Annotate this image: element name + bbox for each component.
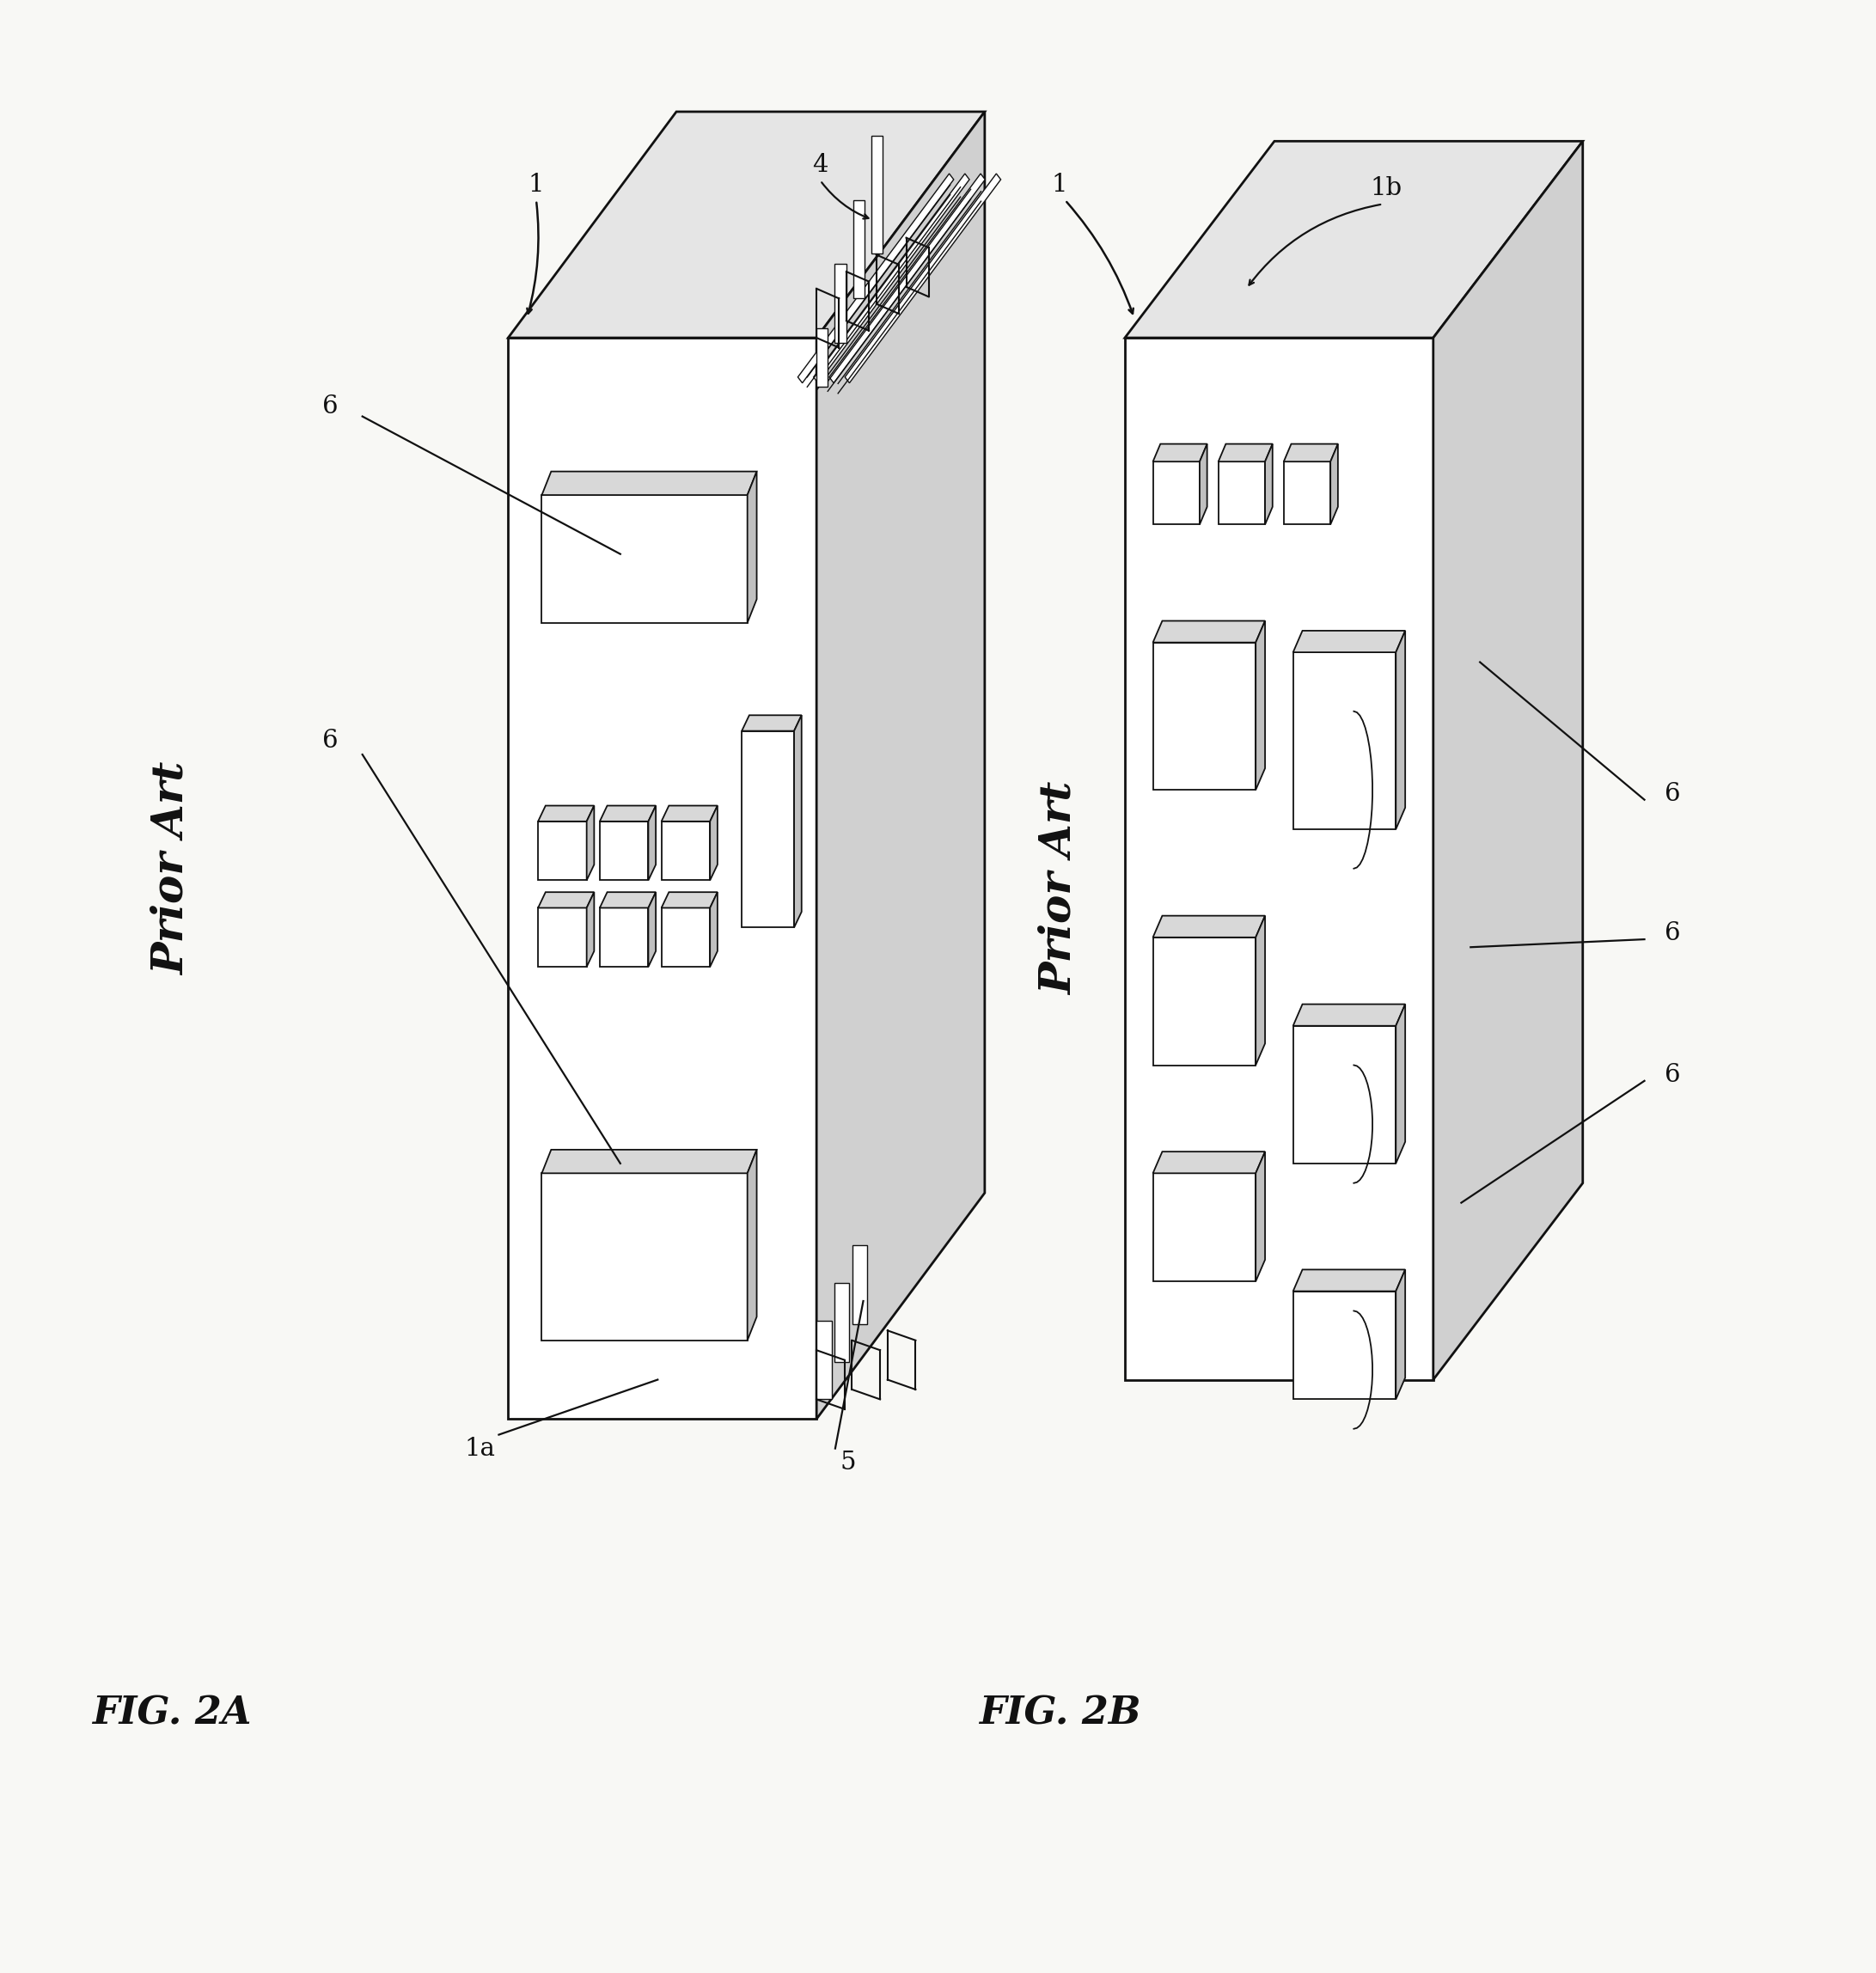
Polygon shape [1293,1004,1405,1026]
Polygon shape [1218,462,1264,525]
Text: 6: 6 [1664,781,1681,805]
Text: FIG. 2A: FIG. 2A [92,1695,251,1732]
Polygon shape [709,805,717,880]
Polygon shape [1293,653,1396,829]
Polygon shape [1126,142,1583,337]
Polygon shape [1199,444,1206,525]
Polygon shape [741,716,801,730]
Polygon shape [1255,915,1264,1065]
Polygon shape [1154,937,1255,1065]
Polygon shape [835,1282,850,1361]
Polygon shape [542,1174,747,1340]
Polygon shape [1264,444,1272,525]
Polygon shape [794,716,801,927]
Polygon shape [542,495,747,623]
Polygon shape [1330,444,1338,525]
Polygon shape [1396,1004,1405,1164]
Polygon shape [814,174,970,383]
Polygon shape [1255,1152,1264,1280]
Text: 1: 1 [1052,172,1067,197]
Polygon shape [1293,1269,1405,1290]
Polygon shape [542,1150,756,1174]
Polygon shape [649,805,657,880]
Polygon shape [1396,1269,1405,1399]
Polygon shape [1154,444,1206,462]
Polygon shape [538,805,595,821]
Polygon shape [1126,337,1433,1379]
Polygon shape [587,892,595,967]
Polygon shape [741,730,794,927]
Polygon shape [1293,631,1405,653]
Text: 6: 6 [1664,921,1681,945]
Polygon shape [747,1150,756,1340]
Polygon shape [649,892,657,967]
Polygon shape [508,337,816,1419]
Polygon shape [852,1245,867,1324]
Polygon shape [1154,1174,1255,1280]
Polygon shape [662,908,709,967]
Polygon shape [816,1320,831,1399]
Text: Prior Art: Prior Art [1039,781,1081,994]
Polygon shape [538,892,595,908]
Text: 6: 6 [323,395,340,418]
Text: 4: 4 [812,152,827,178]
Polygon shape [797,174,953,383]
Text: 6: 6 [323,728,340,754]
Polygon shape [538,821,587,880]
Polygon shape [1293,1026,1396,1164]
Polygon shape [1255,621,1264,789]
Polygon shape [1154,915,1264,937]
Polygon shape [829,174,985,383]
Polygon shape [835,264,846,343]
Polygon shape [662,892,717,908]
Polygon shape [747,472,756,623]
Text: Prior Art: Prior Art [150,762,193,975]
Polygon shape [587,805,595,880]
Polygon shape [1218,444,1272,462]
Polygon shape [542,472,756,495]
Polygon shape [844,174,1000,383]
Text: 1a: 1a [465,1436,495,1460]
Polygon shape [816,328,827,387]
Polygon shape [816,112,985,1419]
Polygon shape [709,892,717,967]
Text: 1b: 1b [1371,176,1403,201]
Polygon shape [1154,643,1255,789]
Text: FIG. 2B: FIG. 2B [979,1695,1141,1732]
Polygon shape [872,136,884,255]
Text: 6: 6 [1664,1063,1681,1087]
Polygon shape [1283,444,1338,462]
Polygon shape [1154,462,1199,525]
Polygon shape [1396,631,1405,829]
Text: 5: 5 [840,1450,855,1474]
Polygon shape [1293,1290,1396,1399]
Polygon shape [508,112,985,337]
Polygon shape [854,199,865,298]
Polygon shape [600,805,657,821]
Polygon shape [662,821,709,880]
Text: 1: 1 [529,172,544,197]
Polygon shape [1433,142,1583,1379]
Polygon shape [600,908,649,967]
Polygon shape [662,805,717,821]
Polygon shape [1283,462,1330,525]
Polygon shape [600,821,649,880]
Polygon shape [538,908,587,967]
Polygon shape [600,892,657,908]
Polygon shape [1154,1152,1264,1174]
Polygon shape [1154,621,1264,643]
